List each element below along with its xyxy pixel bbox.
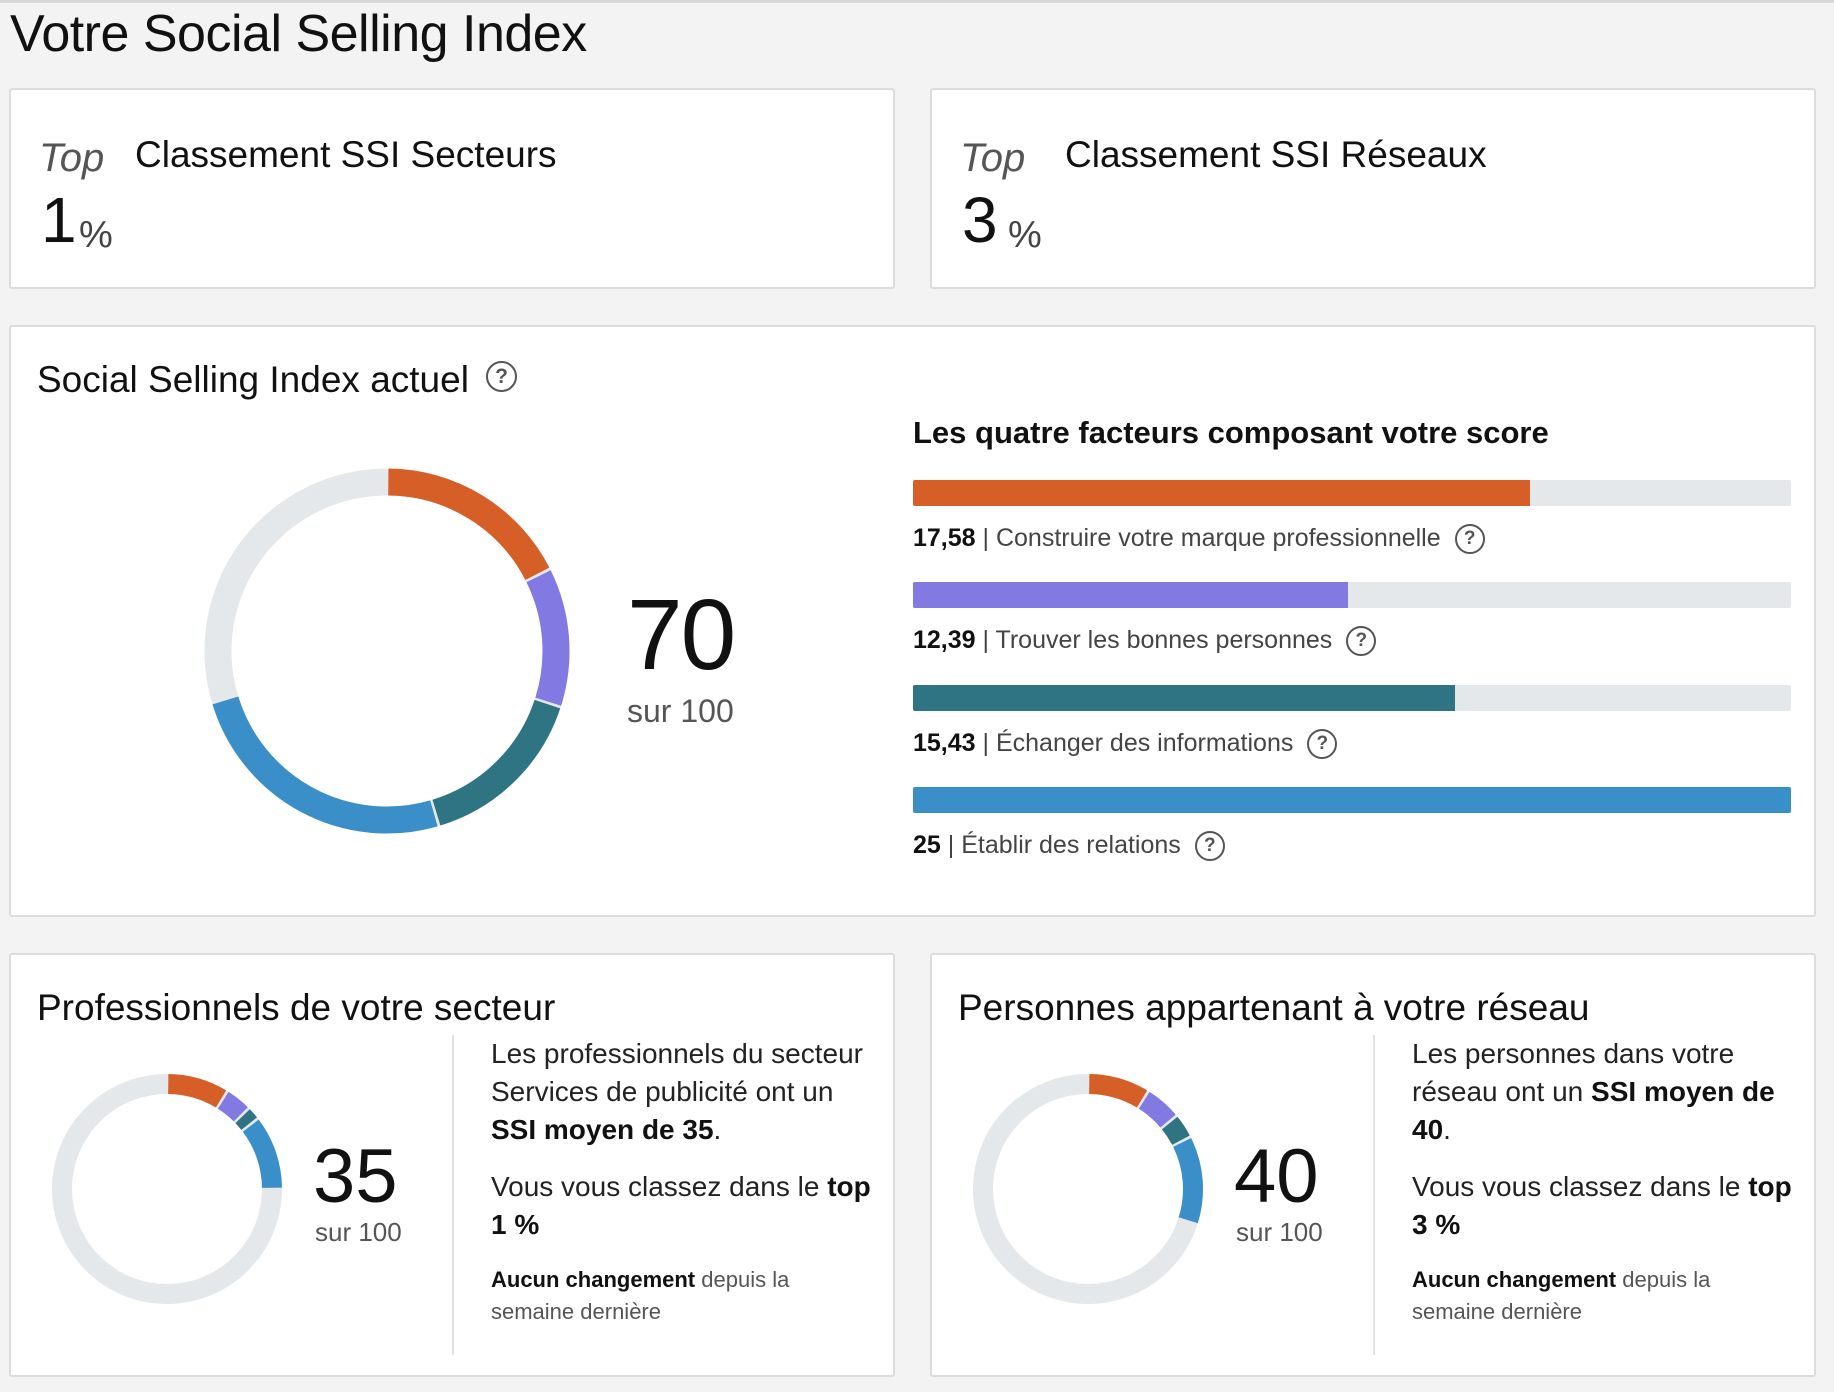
rank-title: Classement SSI Réseaux [1065, 134, 1487, 175]
factor-bar-fill [913, 787, 1791, 813]
question-circle-icon[interactable]: ? [1454, 524, 1485, 555]
segment-brand [1088, 1074, 1148, 1108]
factor-bar-people [913, 582, 1791, 608]
factor-value: 25 [913, 831, 941, 859]
sector-title: Professionnels de votre secteur [37, 987, 556, 1028]
divider [1373, 1035, 1375, 1355]
network-change-note: Aucun changement depuis la semaine derni… [1412, 1267, 1711, 1324]
factor-bar-insights [913, 685, 1791, 711]
sector-change-note: Aucun changement depuis la semaine derni… [491, 1267, 790, 1324]
factor-separator: | [947, 831, 955, 859]
network-comparison-card: Personnes appartenant à votre réseau 40 … [930, 953, 1816, 1377]
question-circle-icon[interactable]: ? [1194, 831, 1225, 862]
factor-label-brand: 17,58 | Construire votre marque professi… [913, 524, 1485, 555]
factor-bar-brand [913, 480, 1791, 506]
factor-separator: | [982, 729, 990, 757]
current-ssi-title: Social Selling Index actuel [37, 359, 469, 400]
ssi-donut-chart [204, 468, 570, 834]
rank-unit: % [79, 214, 113, 256]
question-circle-icon[interactable]: ? [1346, 626, 1377, 657]
factor-value: 17,58 [913, 524, 976, 552]
question-circle-icon[interactable]: ? [486, 361, 517, 392]
ssi-score: 70 [627, 579, 736, 691]
sector-description: Les professionnels du secteur Services d… [491, 1038, 863, 1145]
factor-separator: | [982, 626, 990, 654]
donut-track [52, 1074, 282, 1304]
segment-insights [432, 699, 561, 826]
factors-title: Les quatre facteurs composant votre scor… [913, 415, 1549, 450]
factor-label-people: 12,39 | Trouver les bonnes personnes? [913, 626, 1377, 657]
segment-brand [387, 468, 550, 581]
segment-people [526, 570, 570, 706]
rank-card-sector: Top 1 % Classement SSI Secteurs [9, 88, 895, 289]
segment-insights [1161, 1116, 1190, 1146]
factor-name: Trouver les bonnes personnes [995, 626, 1333, 654]
current-ssi-card: Social Selling Index actuel ? 70 sur 100… [9, 325, 1816, 917]
factor-bar-relations [913, 787, 1791, 813]
factor-value: 15,43 [913, 729, 976, 757]
segment-people [217, 1091, 248, 1122]
rank-top-label: Top [39, 136, 105, 180]
rank-card-network: Top 3 % Classement SSI Réseaux [930, 88, 1816, 289]
factor-separator: | [982, 524, 990, 552]
sector-comparison-card: Professionnels de votre secteur 35 sur 1… [9, 953, 895, 1377]
segment-people [1138, 1091, 1176, 1128]
factor-bar-fill [913, 480, 1531, 506]
sector-donut-chart [52, 1074, 282, 1304]
segment-relations [1173, 1138, 1203, 1224]
divider [452, 1035, 454, 1355]
factor-name: Établir des relations [961, 831, 1181, 859]
factor-label-insights: 15,43 | Échanger des informations? [913, 729, 1338, 760]
rank-value: 1 [41, 184, 77, 256]
network-score-sub: sur 100 [1236, 1217, 1323, 1247]
network-rank-text: Vous vous classez dans le top 3 % [1412, 1171, 1792, 1240]
network-donut-chart [973, 1074, 1203, 1304]
sector-rank-text: Vous vous classez dans le top 1 % [491, 1171, 871, 1240]
factor-bar-fill [913, 685, 1455, 711]
segment-insights [235, 1109, 257, 1130]
segment-brand [167, 1074, 227, 1108]
factor-name: Échanger des informations [995, 729, 1294, 757]
factor-label-relations: 25 | Établir des relations? [913, 831, 1225, 862]
sector-score: 35 [313, 1134, 398, 1219]
factor-bar-fill [913, 582, 1349, 608]
network-title: Personnes appartenant à votre réseau [958, 987, 1590, 1028]
factor-value: 12,39 [913, 626, 976, 654]
top-border [0, 0, 1834, 3]
segment-relations [212, 696, 438, 834]
ssi-score-sub: sur 100 [627, 693, 734, 729]
page-title: Votre Social Selling Index [10, 5, 587, 63]
rank-value: 3 [962, 184, 998, 256]
rank-title: Classement SSI Secteurs [135, 134, 557, 175]
sector-score-sub: sur 100 [315, 1217, 402, 1247]
question-circle-icon[interactable]: ? [1307, 729, 1338, 760]
segment-relations [242, 1119, 282, 1189]
factor-name: Construire votre marque professionnelle [995, 524, 1441, 552]
rank-top-label: Top [960, 136, 1026, 180]
network-description: Les personnes dans votre réseau ont un S… [1412, 1038, 1775, 1145]
rank-unit: % [1008, 214, 1042, 256]
network-score: 40 [1234, 1134, 1319, 1219]
